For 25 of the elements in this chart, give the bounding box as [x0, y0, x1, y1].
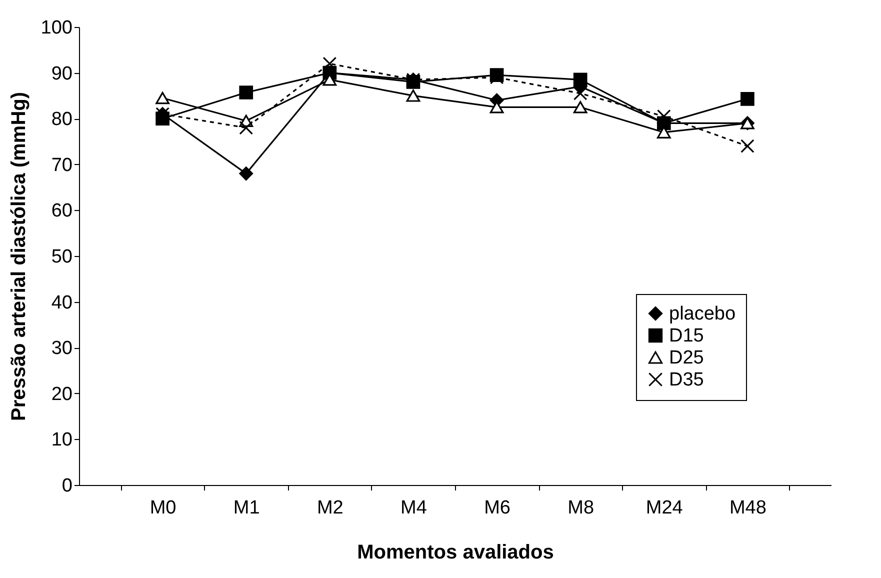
x-tick-label: M24: [646, 498, 684, 518]
y-tick-label: 50: [51, 246, 72, 268]
legend-label: D35: [669, 370, 704, 390]
legend-label: D15: [669, 326, 704, 346]
y-tick-label: 90: [51, 63, 72, 84]
y-tick-label: 80: [51, 109, 72, 130]
x-tick-label: M0: [150, 498, 176, 518]
legend-label: D25: [669, 348, 704, 368]
y-tick-label: 0: [62, 476, 72, 496]
x-tick-label: M6: [484, 498, 510, 518]
x-tick-label: M2: [316, 498, 344, 518]
x-tick-label: M4: [400, 498, 428, 518]
y-tick-label: 30: [51, 338, 72, 360]
y-axis-title: Pressão arterial diastólica (mmHg): [8, 92, 30, 422]
x-axis-title: Momentos avaliados: [357, 542, 554, 564]
x-tick-label: M48: [729, 498, 766, 518]
y-tick-label: 70: [51, 154, 72, 176]
x-tick-label: M8: [568, 498, 594, 518]
y-tick-label: 40: [51, 292, 72, 314]
x-tick-label: M1: [233, 498, 260, 518]
y-tick-label: 100: [40, 18, 72, 38]
y-tick-label: 60: [51, 200, 72, 222]
y-tick-label: 10: [51, 430, 72, 451]
legend-label: placebo: [669, 304, 736, 324]
y-tick-label: 20: [51, 384, 72, 405]
